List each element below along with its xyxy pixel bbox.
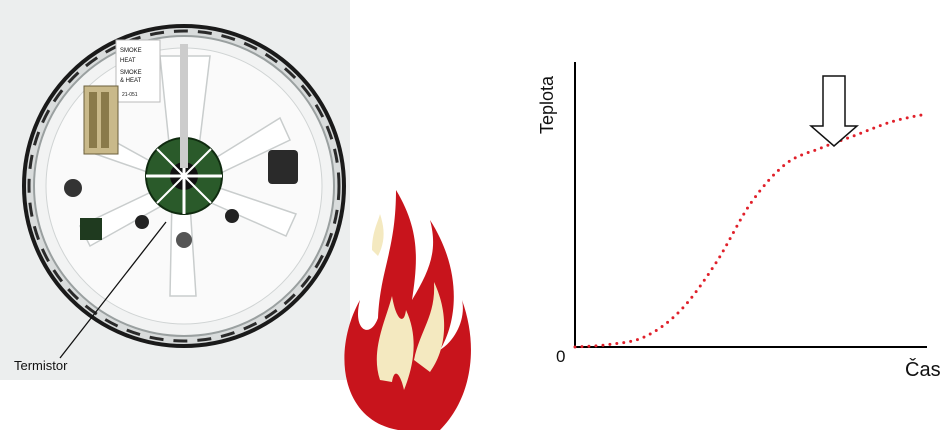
smoke-detector-photo: SMOKE HEAT SMOKE & HEAT 21-051	[0, 0, 350, 380]
x-axis-label: Čas	[905, 358, 941, 381]
screw-bottom	[176, 232, 192, 248]
termistor-callout-line	[59, 221, 167, 359]
temperature-curve	[573, 112, 929, 349]
origin-label: 0	[556, 347, 565, 366]
battery-clip	[268, 150, 298, 184]
temperature-graph: Teplota Čas 0	[537, 62, 941, 381]
y-axis-label: Teplota	[537, 75, 557, 134]
flame-icon	[344, 190, 471, 430]
screw-left	[64, 179, 82, 197]
small-chip	[80, 218, 102, 240]
hole-right	[225, 209, 239, 223]
label-sticker: SMOKE HEAT SMOKE & HEAT 21-051	[115, 39, 161, 103]
termistor-label: Termistor	[14, 358, 68, 373]
sticker-line-5: 21-051	[122, 92, 138, 98]
hole-left	[135, 215, 149, 229]
down-arrow-icon	[808, 75, 860, 147]
sticker-line-1: SMOKE	[120, 48, 142, 54]
sticker-line-2: HEAT	[120, 58, 136, 64]
center-pin	[180, 44, 188, 168]
terminal-block	[83, 85, 119, 155]
sticker-line-4: & HEAT	[120, 78, 142, 84]
sticker-line-3: SMOKE	[120, 70, 142, 76]
